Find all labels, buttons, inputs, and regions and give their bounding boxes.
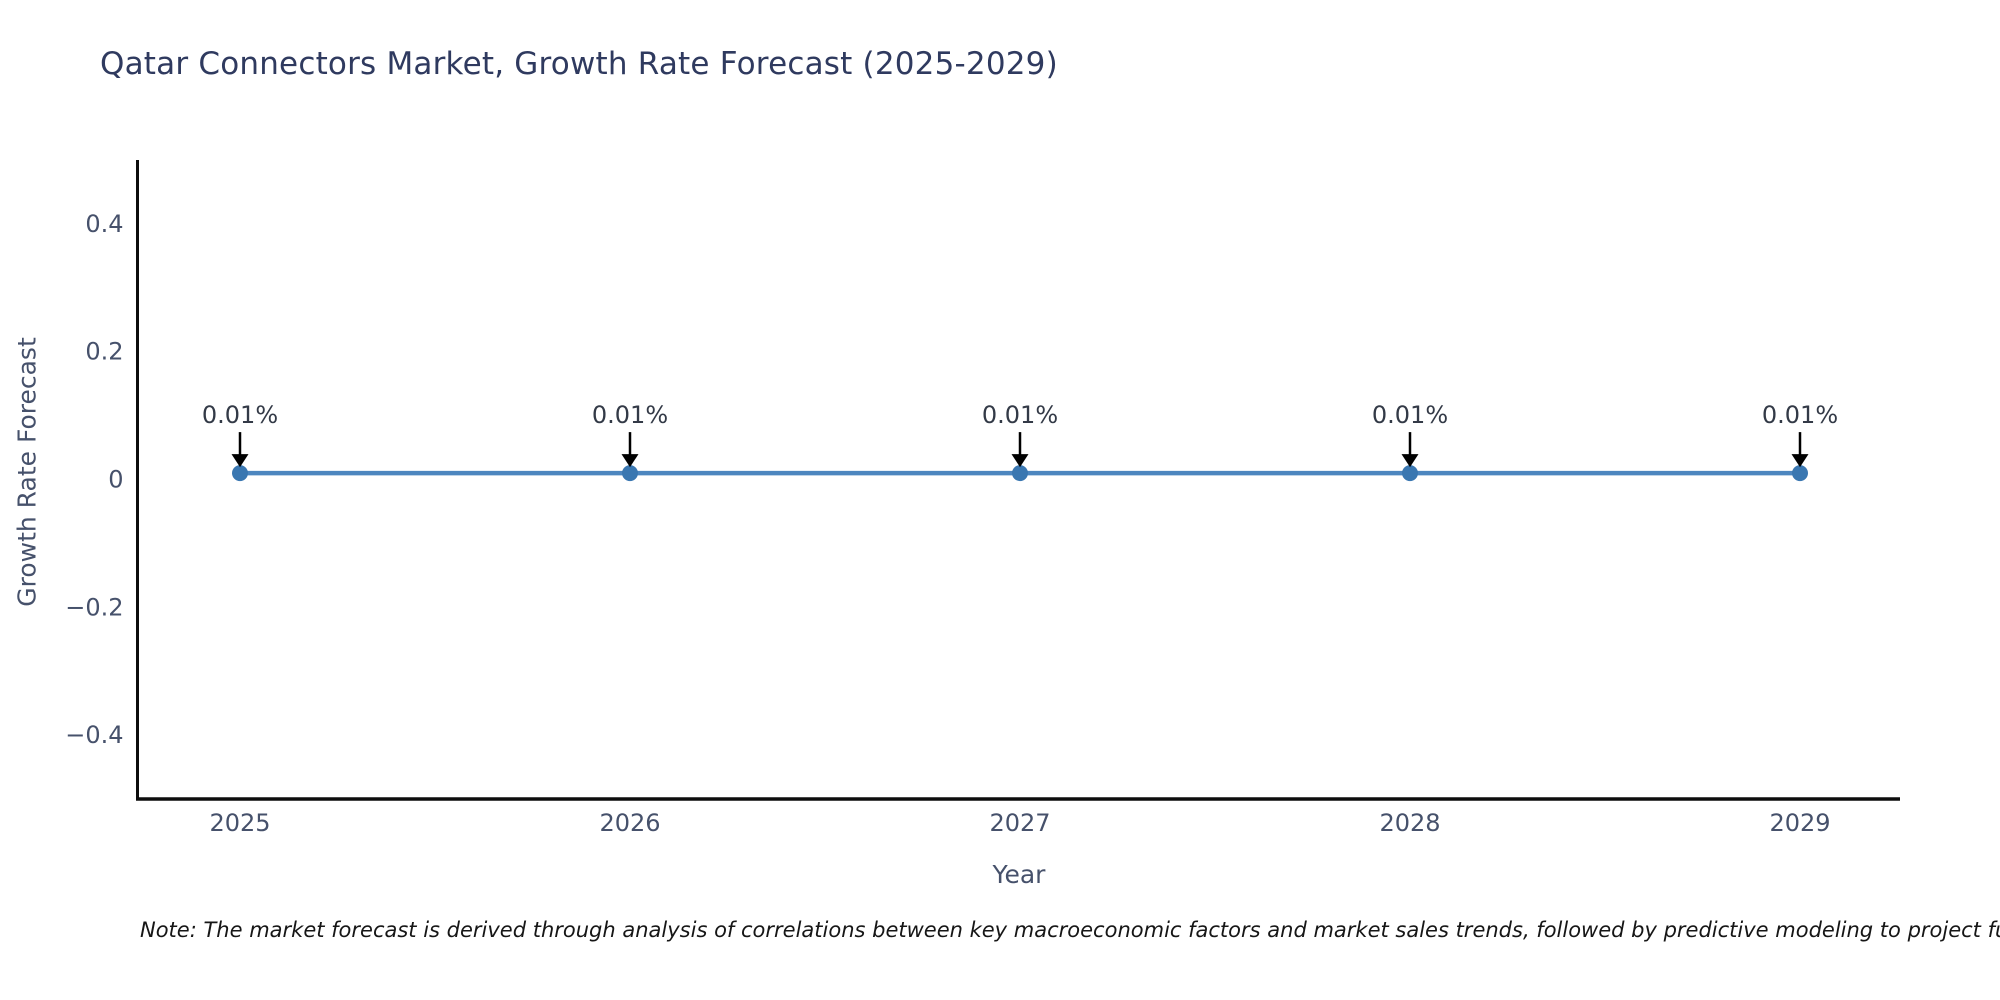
y-axis-title: Growth Rate Forecast — [12, 337, 42, 607]
annotation-arrowhead — [1401, 454, 1419, 468]
data-point-marker — [232, 465, 248, 482]
x-axis-title: Year — [992, 860, 1046, 889]
annotation-label: 0.01% — [982, 401, 1058, 429]
chart-title: Qatar Connectors Market, Growth Rate For… — [100, 46, 1058, 82]
annotation-label: 0.01% — [202, 401, 278, 429]
data-point-marker — [622, 465, 638, 482]
x-tick-label: 2028 — [1379, 809, 1440, 837]
annotation-label: 0.01% — [1372, 401, 1448, 429]
annotation-label: 0.01% — [1762, 401, 1838, 429]
annotation-label: 0.01% — [592, 401, 668, 429]
y-tick-label: −0.4 — [65, 721, 123, 749]
data-point-marker — [1012, 465, 1028, 482]
annotation-arrowhead — [1011, 454, 1029, 468]
y-tick-label: −0.2 — [65, 593, 123, 621]
data-point-marker — [1402, 465, 1418, 482]
x-tick-label: 2026 — [599, 809, 660, 837]
y-tick-label: 0.4 — [85, 210, 123, 238]
x-tick-label: 2029 — [1769, 809, 1830, 837]
data-point-marker — [1792, 465, 1808, 482]
annotation-arrowhead — [621, 454, 639, 468]
annotation-arrowhead — [1791, 454, 1809, 468]
annotation-arrowhead — [231, 454, 249, 468]
y-tick-label: 0.2 — [85, 338, 123, 366]
x-tick-label: 2027 — [989, 809, 1050, 837]
footnote: Note: The market forecast is derived thr… — [140, 918, 2000, 942]
y-tick-label: 0 — [108, 466, 123, 494]
x-tick-label: 2025 — [209, 809, 270, 837]
